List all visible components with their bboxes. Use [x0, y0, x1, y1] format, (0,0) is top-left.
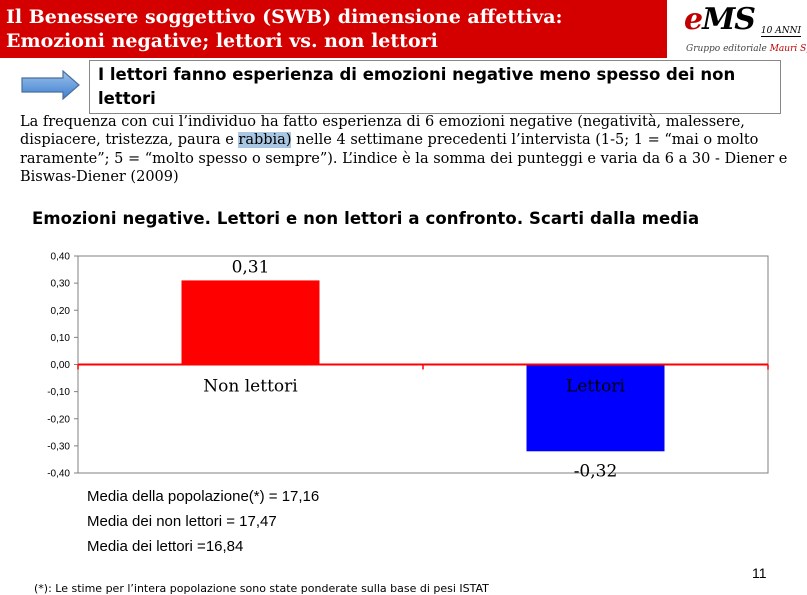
- readers-mean-line: Media dei lettori =16,84: [87, 538, 244, 555]
- bar-lettori: [526, 364, 665, 452]
- y-tick-label: 0,10: [51, 333, 71, 344]
- non-readers-mean-line: Media dei non lettori = 17,47: [87, 513, 277, 530]
- logo-caption: Gruppo editoriale Mauri Spagnol: [686, 44, 807, 54]
- slide-title-line-2: Emozioni negative; lettori vs. non letto…: [6, 30, 438, 52]
- category-label: Non lettori: [203, 377, 298, 397]
- y-tick-label: 0,30: [51, 279, 71, 290]
- y-tick-label: -0,40: [47, 469, 70, 480]
- key-finding-callout: I lettori fanno esperienza di emozioni n…: [89, 60, 781, 114]
- y-tick-label: 0,20: [51, 306, 71, 317]
- page-number: 11: [752, 565, 767, 581]
- slide-title-line-1: Il Benessere soggettivo (SWB) dimensione…: [6, 6, 563, 28]
- chart-title: Emozioni negative. Lettori e non lettori…: [32, 209, 700, 228]
- logo-badge: 10 ANNI: [760, 26, 801, 37]
- y-tick-label: -0,10: [47, 387, 70, 398]
- arrow-right-icon: [21, 70, 80, 100]
- negative-emotions-bar-chart: 0,40 0,30 0,20 0,10 0,00 -0,10 -0,20 -0,30 -0,40…: [47, 252, 769, 481]
- footnote: (*): Le stime per l’intera popolazione s…: [34, 582, 489, 595]
- category-label: Lettori: [566, 377, 625, 397]
- data-label: 0,31: [232, 257, 270, 277]
- logo-mark: eMS: [684, 2, 756, 37]
- population-mean-line: Media della popolazione(*) = 17,16: [87, 488, 320, 505]
- bar-non-lettori: [181, 280, 320, 365]
- data-label: -0,32: [574, 461, 618, 481]
- y-tick-label: -0,20: [47, 414, 70, 425]
- population-means: Media della popolazione(*) = 17,16 Media…: [87, 484, 319, 559]
- gems-logo: eMS 10 ANNI Gruppo editoriale Mauri Spag…: [672, 0, 807, 58]
- slide-header: Il Benessere soggettivo (SWB) dimensione…: [0, 0, 667, 58]
- key-finding-text: I lettori fanno esperienza di emozioni n…: [98, 65, 736, 108]
- y-tick-label: 0,40: [51, 252, 71, 263]
- highlighted-word: rabbia): [238, 132, 292, 149]
- y-tick-label: 0,00: [51, 360, 71, 371]
- index-description: La frequenza con cui l’individuo ha fatt…: [20, 114, 788, 185]
- y-tick-label: -0,30: [47, 441, 70, 452]
